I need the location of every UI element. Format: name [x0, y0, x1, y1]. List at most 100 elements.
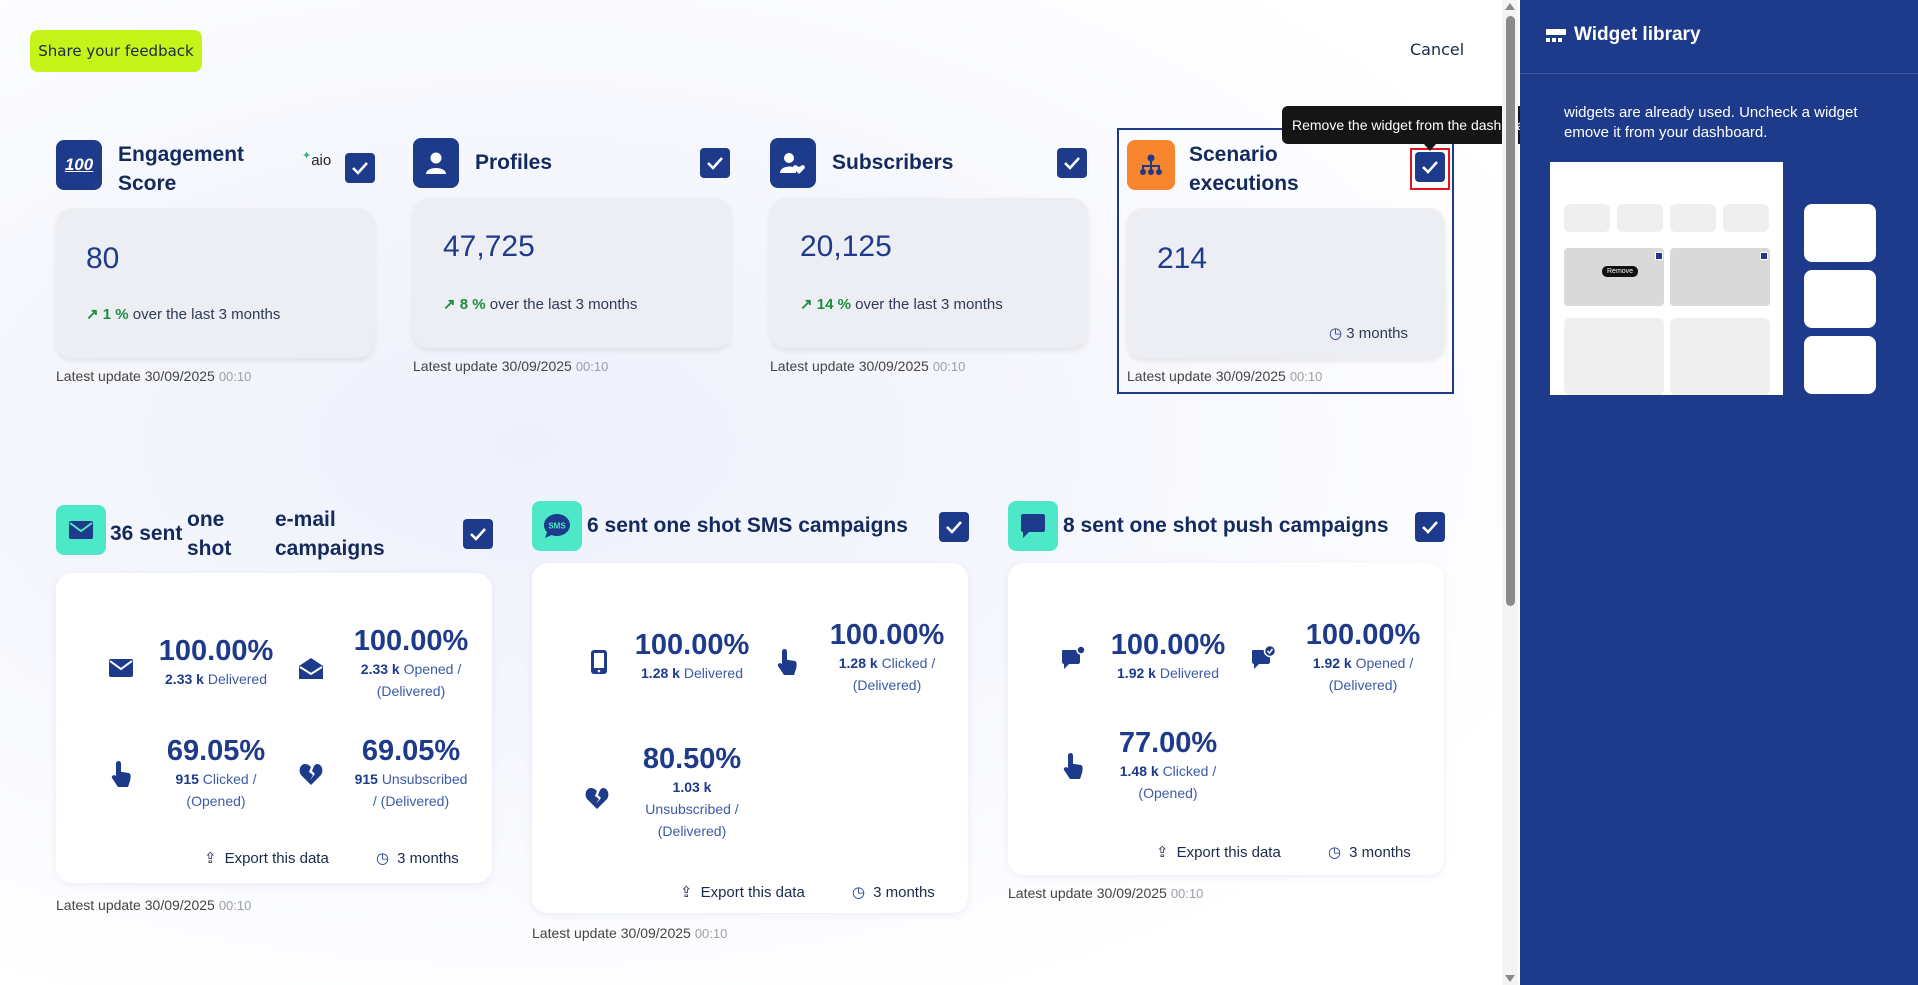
- campaign-title-part: e-mail campaigns: [275, 508, 385, 560]
- stat-delivered: 100.00% 1.28 k Delivered: [634, 629, 750, 681]
- widget-checkbox[interactable]: [1415, 152, 1445, 182]
- pointer-hand-icon: [1058, 751, 1088, 781]
- broken-heart-icon: [296, 759, 326, 789]
- stat-clicked: 69.05% 915 Clicked / (Opened): [166, 735, 266, 809]
- kpi-card: 47,725 ↗ 8 % over the last 3 months: [413, 198, 731, 348]
- period-selector[interactable]: ◷ 3 months: [852, 883, 935, 902]
- notification-bubble-icon: [1058, 643, 1088, 673]
- upload-icon: ⇪: [680, 884, 693, 901]
- chat-check-icon: [1248, 643, 1278, 673]
- trend-up-icon: ↗: [800, 296, 817, 313]
- kpi-period: ◷ 3 months: [1329, 325, 1408, 342]
- widget-email-campaigns: 36 sent one shot e-mail campaigns 100.00% …: [56, 505, 496, 925]
- latest-update: Latest update 30/09/2025 00:10: [1008, 885, 1204, 901]
- latest-update: Latest update 30/09/2025 00:10: [56, 368, 252, 384]
- widget-tile[interactable]: [1804, 204, 1876, 262]
- campaign-card: 100.00% 2.33 k Delivered 100.00% 2.33 k …: [56, 573, 492, 883]
- latest-update: Latest update 30/09/2025 00:10: [413, 358, 609, 374]
- trend-up-icon: ↗: [86, 306, 103, 323]
- kpi-value: 80: [86, 242, 120, 275]
- stat-delivered: 100.00% 1.92 k Delivered: [1110, 629, 1226, 681]
- user-icon: [413, 138, 459, 188]
- widget-subscribers: Subscribers 20,125 ↗ 14 % over the last …: [770, 138, 1090, 388]
- trend-up-icon: ↗: [443, 296, 460, 313]
- campaign-title-count: 36 sent: [110, 522, 183, 545]
- dashboard-editor: Share your feedback Cancel 100 Engagemen…: [0, 0, 1548, 985]
- envelope-icon: [106, 653, 136, 683]
- latest-update: Latest update 30/09/2025 00:10: [56, 897, 252, 913]
- widget-checkbox[interactable]: [700, 148, 730, 178]
- campaign-card: 100.00% 1.28 k Delivered 100.00% 1.28 k …: [532, 563, 968, 913]
- clock-icon: ◷: [1329, 325, 1343, 342]
- widget-tile[interactable]: [1804, 336, 1876, 394]
- preview-remove-label: Remove: [1602, 266, 1639, 277]
- widget-checkbox[interactable]: [345, 153, 375, 183]
- scroll-up-arrow[interactable]: [1505, 3, 1515, 10]
- kpi-trend: ↗ 8 % over the last 3 months: [443, 296, 638, 313]
- panel-title: Widget library: [1574, 24, 1701, 45]
- pointer-hand-icon: [106, 759, 136, 789]
- kpi-value: 214: [1157, 242, 1208, 275]
- hundred-icon: 100: [56, 140, 102, 190]
- widget-push-campaigns: 8 sent one shot push campaigns 100.00% 1…: [1008, 501, 1448, 921]
- widget-title: Scenario executions: [1189, 143, 1299, 195]
- campaign-title-part: one shot: [187, 508, 232, 560]
- widget-profiles: Profiles 47,725 ↗ 8 % over the last 3 mo…: [413, 138, 733, 388]
- stat-unsubscribed: 69.05% 915 Unsubscribed / (Delivered): [354, 735, 468, 809]
- stat-delivered: 100.00% 2.33 k Delivered: [158, 635, 274, 687]
- kpi-card: 214 ◷ 3 months: [1127, 208, 1445, 358]
- broken-heart-icon: [582, 783, 612, 813]
- upload-icon: ⇪: [1156, 844, 1169, 861]
- user-heart-icon: [770, 138, 816, 188]
- latest-update: Latest update 30/09/2025 00:10: [532, 925, 728, 941]
- mobile-phone-icon: [584, 647, 614, 677]
- period-selector[interactable]: ◷ 3 months: [1328, 843, 1411, 862]
- panel-description: widgets are already used. Uncheck a widg…: [1564, 104, 1858, 141]
- export-data-link[interactable]: ⇪ Export this data: [204, 849, 329, 868]
- stat-opened: 100.00% 1.92 k Opened / (Delivered): [1305, 619, 1421, 693]
- scroll-down-arrow[interactable]: [1505, 975, 1515, 982]
- clock-icon: ◷: [852, 884, 866, 901]
- scroll-thumb[interactable]: [1506, 16, 1515, 606]
- pointer-hand-icon: [772, 647, 802, 677]
- envelope-open-icon: [296, 653, 326, 683]
- latest-update: Latest update 30/09/2025 00:10: [1127, 368, 1323, 384]
- export-data-link[interactable]: ⇪ Export this data: [680, 883, 805, 902]
- cancel-link[interactable]: Cancel: [1410, 40, 1465, 59]
- widget-tile[interactable]: [1804, 270, 1876, 328]
- clock-icon: ◷: [376, 850, 390, 867]
- hierarchy-icon: [1127, 140, 1175, 190]
- stat-opened: 100.00% 2.33 k Opened / (Delivered): [353, 625, 469, 699]
- kpi-trend: ↗ 1 % over the last 3 months: [86, 306, 281, 323]
- widget-checkbox[interactable]: [1057, 148, 1087, 178]
- share-feedback-button[interactable]: Share your feedback: [30, 30, 202, 72]
- widget-title: Engagement Score: [118, 143, 245, 195]
- period-selector[interactable]: ◷ 3 months: [376, 849, 459, 868]
- stat-unsubscribed: 80.50% 1.03 k Unsubscribed / (Delivered): [642, 743, 742, 839]
- widget-checkbox[interactable]: [939, 512, 969, 542]
- widget-engagement-score: 100 Engagement Score ✦aio 80 ↗ 1 % over …: [56, 140, 376, 390]
- kpi-trend: ↗ 14 % over the last 3 months: [800, 296, 1003, 313]
- latest-update: Latest update 30/09/2025 00:10: [770, 358, 966, 374]
- export-data-link[interactable]: ⇪ Export this data: [1156, 843, 1281, 862]
- widget-checkbox[interactable]: [1415, 512, 1445, 542]
- campaign-title: 6 sent one shot SMS campaigns: [587, 514, 908, 537]
- highlight-box: [1410, 148, 1450, 190]
- kpi-card: 80 ↗ 1 % over the last 3 months: [56, 208, 374, 358]
- widget-title: Profiles: [475, 151, 553, 174]
- widget-sms-campaigns: SMS 6 sent one shot SMS campaigns 100.00…: [532, 501, 972, 951]
- campaign-card: 100.00% 1.92 k Delivered 100.00% 1.92 k …: [1008, 563, 1444, 875]
- aio-badge: ✦aio: [302, 150, 332, 169]
- upload-icon: ⇪: [204, 850, 217, 867]
- widget-library-icon: [1546, 28, 1566, 47]
- panel-header: Widget library: [1520, 0, 1918, 74]
- svg-text:SMS: SMS: [548, 522, 566, 531]
- widget-preview-image: Remove: [1550, 162, 1783, 395]
- kpi-value: 47,725: [443, 230, 535, 263]
- main-scrollbar[interactable]: [1502, 0, 1518, 985]
- campaign-title: 8 sent one shot push campaigns: [1063, 514, 1389, 537]
- stat-clicked: 77.00% 1.48 k Clicked / (Opened): [1118, 727, 1218, 801]
- chat-bubble-icon: [1008, 501, 1058, 551]
- sms-bubble-icon: SMS: [532, 501, 582, 551]
- widget-checkbox[interactable]: [463, 519, 493, 549]
